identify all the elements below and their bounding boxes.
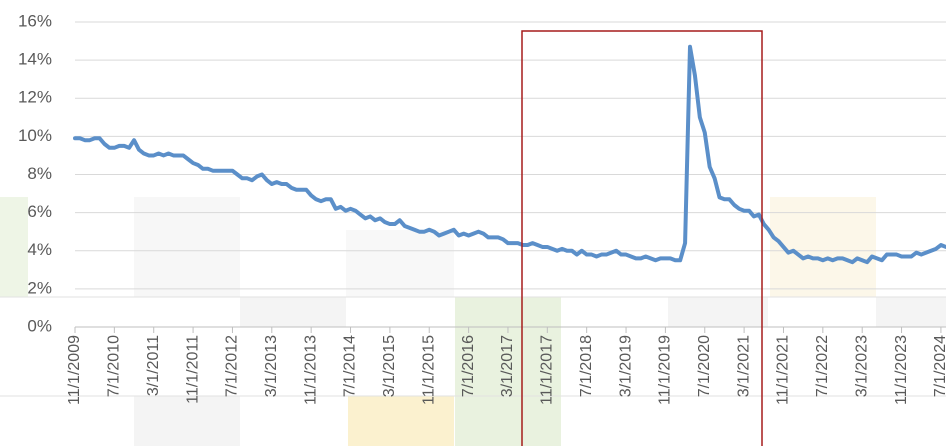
y-tick-label: 12% <box>18 88 52 107</box>
cell-fill <box>876 297 946 327</box>
y-tick-label: 4% <box>27 240 52 259</box>
x-tick-label: 7/1/2012 <box>224 335 241 397</box>
x-tick-label: 11/1/2009 <box>66 335 83 405</box>
cell-fill <box>455 297 561 446</box>
x-tick-label: 7/1/2016 <box>460 335 477 397</box>
y-tick-label: 16% <box>18 11 52 30</box>
x-tick-label: 3/1/2017 <box>499 335 516 397</box>
cell-fill <box>134 197 240 297</box>
x-tick-label: 7/1/2010 <box>106 335 123 397</box>
grid: 0% 2% 4% 6% 8% 10% 12% 14% 16% 11/1/2009 7/1/2010 3… <box>18 11 946 405</box>
x-tick-label: 11/1/2019 <box>657 335 674 405</box>
x-tick-label: 3/1/2013 <box>263 335 280 397</box>
cell-fill <box>668 297 768 327</box>
x-tick-label: 7/1/2020 <box>696 335 713 397</box>
cell-fill <box>0 197 28 297</box>
y-tick-label: 6% <box>27 202 52 221</box>
x-tick-label: 7/1/2024 <box>932 335 946 397</box>
cell-fill <box>346 230 454 297</box>
x-tick-label: 7/1/2022 <box>814 335 831 397</box>
y-tick-label: 2% <box>27 278 52 297</box>
x-tick-label: 7/1/2018 <box>578 335 595 397</box>
cell-fill <box>348 396 454 446</box>
cell-fill <box>770 197 876 297</box>
x-tick-label: 3/1/2011 <box>145 335 162 396</box>
x-tick-label: 7/1/2014 <box>342 335 359 397</box>
x-tick-label: 11/1/2013 <box>302 335 319 405</box>
x-tick-label: 11/1/2021 <box>775 335 792 405</box>
y-tick-label: 10% <box>18 126 52 145</box>
x-tick-label: 3/1/2023 <box>853 335 870 397</box>
x-tick-label: 11/1/2017 <box>539 335 556 405</box>
cell-fill <box>240 297 346 327</box>
x-tick-label: 11/1/2015 <box>420 335 437 405</box>
x-tick-label: 3/1/2015 <box>381 335 398 397</box>
line-series <box>73 44 946 265</box>
x-tick-label: 3/1/2021 <box>735 335 752 397</box>
x-tick-label: 11/1/2011 <box>184 335 201 404</box>
sheet-background <box>0 197 946 446</box>
plot <box>73 44 946 265</box>
y-tick-label: 8% <box>27 164 52 183</box>
x-tick-label: 11/1/2023 <box>893 335 910 405</box>
y-tick-label: 0% <box>27 316 52 335</box>
y-tick-label: 14% <box>18 50 52 69</box>
highlight-box <box>521 30 763 446</box>
cell-fill <box>134 396 240 446</box>
x-tick-label: 3/1/2019 <box>617 335 634 397</box>
